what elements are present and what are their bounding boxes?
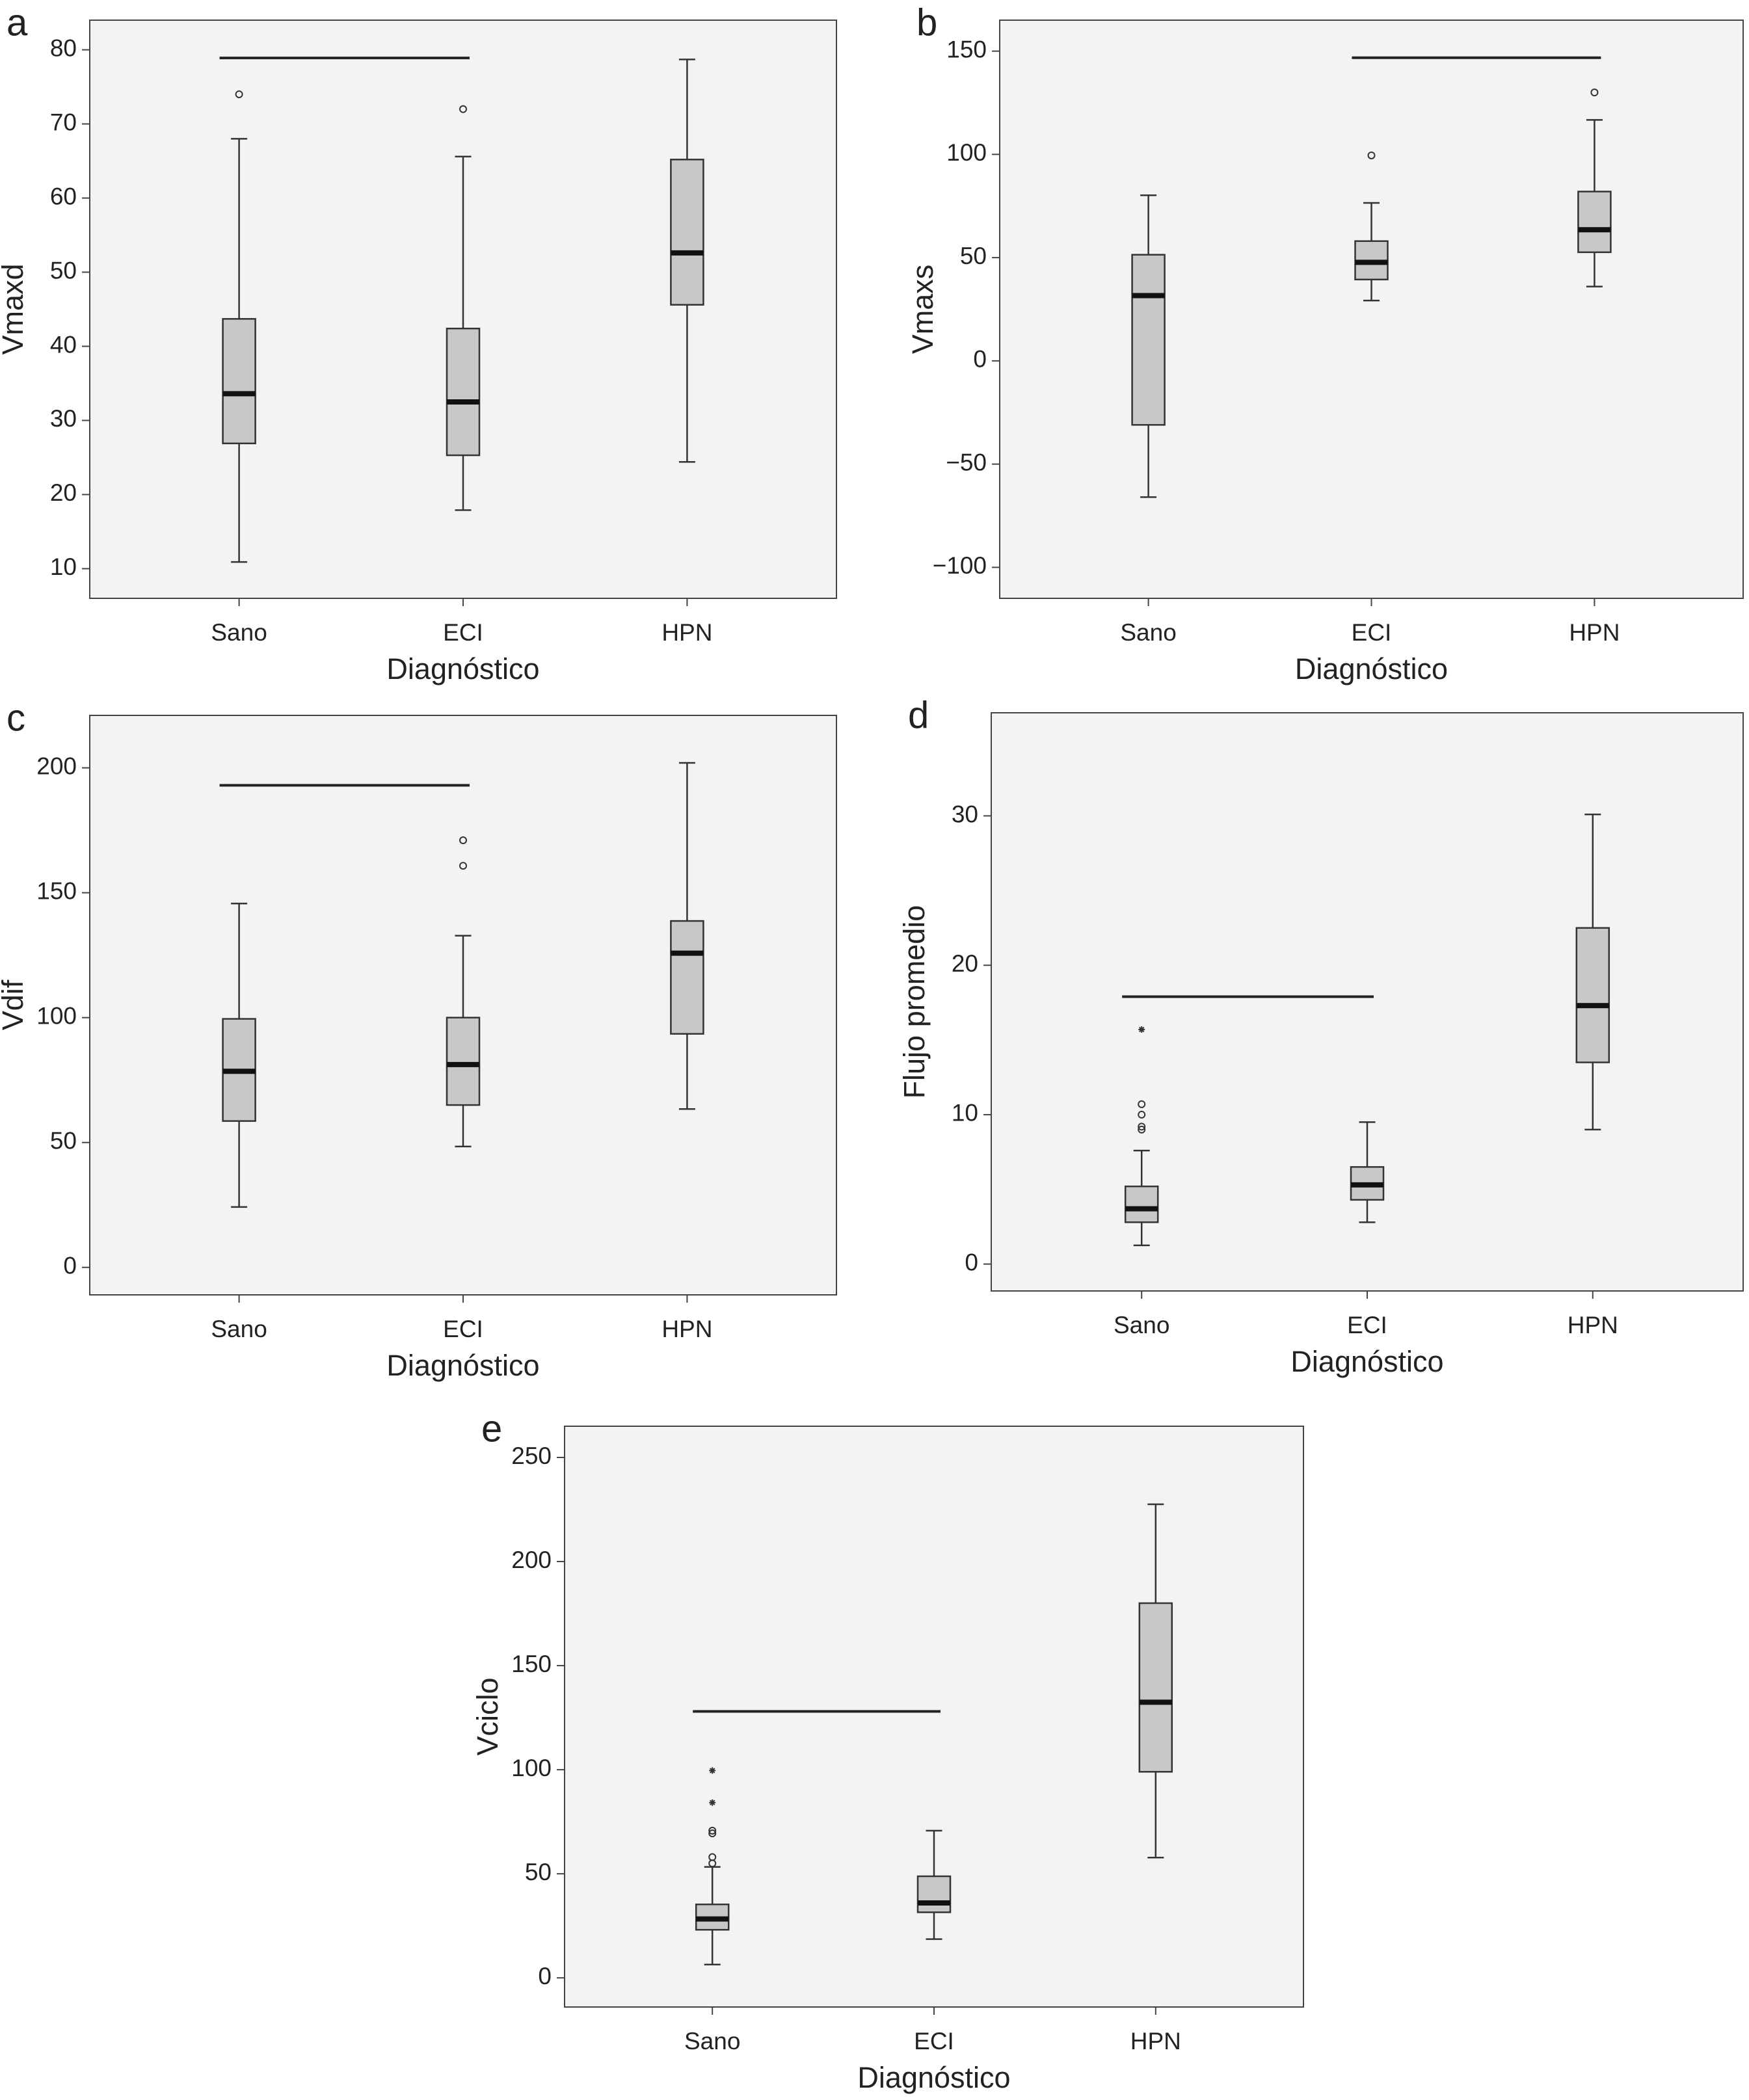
y-tick-label: −100 [933, 552, 987, 579]
panel-letter: e [481, 1407, 502, 1450]
x-tick-label: HPN [661, 619, 712, 646]
y-axis-title: Flujo promedio [898, 905, 931, 1099]
y-axis-title: Vdif [0, 979, 29, 1030]
box [1131, 254, 1166, 426]
y-tick-label: 50 [50, 257, 77, 284]
outlier [1138, 1123, 1146, 1131]
panel: e Vciclo Diagnóstico 0 50 100 150 200 250 Sano ECI… [471, 1407, 1304, 2094]
box [916, 1875, 952, 1913]
x-tick-label: HPN [1130, 2028, 1181, 2054]
outlier [1138, 1125, 1146, 1134]
y-tick-label: 30 [50, 405, 77, 432]
y-tick-label: 150 [511, 1651, 552, 1677]
y-tick-label: 100 [511, 1755, 552, 1781]
y-tick-label: 0 [538, 1963, 552, 1989]
x-tick-label: ECI [443, 619, 483, 646]
box [670, 159, 704, 306]
y-tick-label: 250 [511, 1442, 552, 1469]
panel: c Vdif Diagnóstico 0 50 100 150 200 Sano ECI HPN [0, 697, 837, 1382]
panel-letter: c [7, 697, 25, 739]
y-axis-title: Vciclo [471, 1677, 504, 1755]
x-tick-label: Sano [211, 619, 267, 646]
outlier [1590, 88, 1599, 97]
y-tick-label: 80 [50, 34, 77, 61]
panel: b Vmaxs Diagnóstico −100 −50 0 50 100 150 Sano ECI… [906, 1, 1744, 685]
x-axis-title: Diagnóstico [386, 652, 539, 685]
x-axis-title: Diagnóstico [386, 1349, 539, 1382]
x-tick-label: ECI [1347, 1312, 1387, 1338]
outlier [1138, 1110, 1146, 1119]
y-tick-label: 0 [973, 346, 987, 373]
y-tick-label: 50 [50, 1128, 77, 1154]
y-tick-label: 20 [50, 479, 77, 506]
y-tick-label: 10 [952, 1100, 978, 1126]
x-tick-label: HPN [661, 1316, 712, 1342]
extreme [1138, 1026, 1145, 1033]
panel-letter: b [916, 1, 937, 44]
outlier [1367, 151, 1376, 159]
y-tick-label: −50 [946, 449, 987, 475]
y-tick-label: 20 [952, 950, 978, 977]
y-tick-label: 50 [960, 243, 987, 269]
outlier [459, 862, 467, 870]
x-tick-label: HPN [1568, 1312, 1618, 1338]
box [1124, 1185, 1159, 1223]
y-tick-label: 70 [50, 109, 77, 135]
x-tick-label: ECI [1352, 619, 1392, 646]
box [1575, 927, 1610, 1063]
y-axis-title: Vmaxs [906, 265, 939, 354]
y-tick-label: 200 [511, 1547, 552, 1573]
y-tick-label: 100 [946, 139, 987, 166]
x-axis-title: Diagnóstico [857, 2061, 1010, 2094]
plot-area [999, 20, 1744, 599]
y-tick-label: 150 [36, 877, 77, 904]
x-tick-label: Sano [1120, 619, 1176, 646]
y-tick-label: 50 [525, 1859, 552, 1885]
x-tick-label: ECI [443, 1316, 483, 1342]
panel-letter: d [908, 694, 929, 736]
y-tick-label: 200 [36, 752, 77, 779]
outlier [459, 836, 467, 845]
x-tick-label: ECI [914, 2028, 954, 2054]
y-tick-label: 30 [952, 801, 978, 827]
x-axis-title: Diagnóstico [1295, 652, 1448, 685]
box [222, 318, 256, 445]
y-axis-title: Vmaxd [0, 263, 29, 354]
box [670, 920, 704, 1035]
extreme [709, 1799, 716, 1806]
extreme [709, 1767, 716, 1774]
x-tick-label: HPN [1569, 619, 1620, 646]
outlier [708, 1826, 717, 1835]
y-tick-label: 60 [50, 183, 77, 209]
outlier [708, 1853, 717, 1861]
box [446, 1017, 481, 1106]
y-tick-label: 100 [36, 1002, 77, 1029]
box [1138, 1602, 1173, 1773]
outlier [235, 90, 243, 98]
box [1577, 191, 1612, 254]
x-axis-title: Diagnóstico [1290, 1345, 1443, 1378]
box [446, 327, 481, 457]
x-tick-label: Sano [211, 1316, 267, 1342]
panel: d Flujo promedio Diagnóstico 0 10 20 30 Sano ECI… [898, 694, 1744, 1378]
y-tick-label: 0 [965, 1249, 978, 1275]
x-tick-label: Sano [684, 2028, 740, 2054]
y-tick-label: 10 [50, 553, 77, 580]
panel: a Vmaxd Diagnóstico 10 20 30 40 50 60 70 80 Sano ECI… [0, 1, 837, 685]
outlier [1138, 1100, 1146, 1108]
y-tick-label: 0 [63, 1253, 77, 1279]
y-tick-label: 150 [946, 36, 987, 62]
y-tick-label: 40 [50, 331, 77, 358]
x-tick-label: Sano [1114, 1312, 1169, 1338]
panel-letter: a [7, 1, 28, 44]
outlier [459, 105, 467, 113]
outlier [708, 1829, 717, 1838]
